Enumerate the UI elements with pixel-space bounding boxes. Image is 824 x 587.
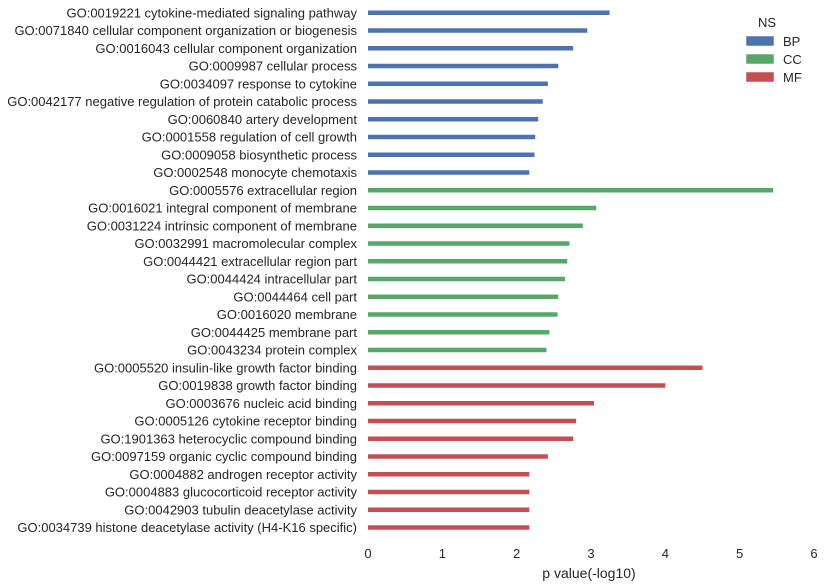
category-label: GO:0042177 negative regulation of protei…	[7, 94, 357, 109]
category-label: GO:0043234 protein complex	[187, 343, 357, 358]
bar-mf	[368, 418, 577, 424]
bar-bp	[368, 134, 536, 140]
category-label: GO:0009058 biosynthetic process	[161, 147, 357, 162]
bar-bp	[368, 170, 530, 175]
bar-cc	[368, 312, 558, 317]
x-tick-label: 3	[587, 546, 594, 561]
x-tick-label: 2	[513, 546, 520, 561]
bar-cc	[368, 276, 565, 282]
bar-cc	[368, 259, 568, 264]
bar-mf	[368, 365, 703, 370]
legend-label-mf: MF	[783, 70, 802, 85]
legend-label-bp: BP	[783, 34, 800, 49]
bar-mf	[368, 401, 594, 406]
bar-mf	[368, 489, 530, 495]
bar-cc	[368, 294, 559, 299]
bar-bp	[368, 117, 539, 122]
bar-cc	[368, 241, 570, 246]
bar-cc	[368, 330, 550, 335]
category-label: GO:0016021 integral component of membran…	[88, 201, 357, 216]
bar-bp	[368, 10, 610, 15]
category-label: GO:0044424 intracellular part	[186, 272, 357, 287]
legend: NS BP CC MF	[745, 15, 802, 85]
bar-cc	[368, 205, 597, 211]
bar-bp	[368, 63, 559, 69]
legend-label-cc: CC	[783, 52, 802, 67]
bar-mf	[368, 472, 530, 477]
bar-mf	[368, 436, 574, 441]
bar-mf	[368, 454, 548, 459]
x-tick-label: 5	[736, 546, 743, 561]
x-tick-label: 6	[810, 546, 817, 561]
category-label: GO:0097159 organic cyclic compound bindi…	[91, 449, 357, 464]
category-label: GO:0031224 intrinsic component of membra…	[87, 218, 357, 233]
bar-bp	[368, 81, 548, 86]
category-label: GO:0016020 membrane	[217, 307, 357, 322]
category-label: GO:1901363 heterocyclic compound binding	[100, 431, 357, 446]
category-label: GO:0004883 glucocorticoid receptor activ…	[105, 485, 358, 500]
category-label: GO:0003676 nucleic acid binding	[165, 396, 357, 411]
category-label: GO:0004882 androgen receptor activity	[129, 467, 357, 482]
category-label: GO:0060840 artery development	[168, 112, 358, 127]
category-label: GO:0032991 macromolecular complex	[134, 236, 357, 251]
category-label: GO:0001558 regulation of cell growth	[142, 130, 357, 145]
category-label: GO:0019838 growth factor binding	[158, 378, 357, 393]
bar-cc	[368, 347, 547, 353]
bar-mf	[368, 507, 530, 512]
bar-bp	[368, 46, 574, 51]
bar-bp	[368, 152, 535, 157]
bar-bp	[368, 28, 588, 33]
x-axis-ticks: 0 1 2 3 4 5 6	[364, 546, 817, 561]
bar-bp	[368, 99, 543, 104]
category-label: GO:0005126 cytokine receptor binding	[134, 414, 357, 429]
category-label: GO:0009987 cellular process	[189, 59, 358, 74]
x-tick-label: 1	[439, 546, 446, 561]
category-label: GO:0042903 tubulin deacetylase activity	[124, 502, 357, 517]
category-label: GO:0019221 cytokine-mediated signaling p…	[66, 5, 357, 20]
bars-layer	[368, 10, 774, 530]
legend-swatch-bp	[745, 35, 775, 47]
legend-swatch-cc	[745, 53, 775, 65]
category-label: GO:0044421 extracellular region part	[143, 254, 357, 269]
category-label: GO:0034097 response to cytokine	[160, 76, 357, 91]
bar-cc	[368, 188, 774, 193]
category-label: GO:0016043 cellular component organizati…	[95, 41, 357, 56]
bar-cc	[368, 223, 583, 228]
category-label: GO:0044464 cell part	[233, 289, 357, 304]
legend-swatch-mf	[745, 71, 775, 83]
legend-title: NS	[758, 15, 776, 30]
category-label: GO:0071840 cellular component organizati…	[14, 23, 357, 38]
bar-mf	[368, 525, 530, 530]
x-tick-label: 0	[364, 546, 371, 561]
category-label: GO:0002548 monocyte chemotaxis	[153, 165, 357, 180]
category-label: GO:0034739 histone deacetylase activity …	[17, 520, 357, 535]
category-label: GO:0005520 insulin-like growth factor bi…	[94, 360, 357, 375]
category-label: GO:0005576 extracellular region	[169, 183, 357, 198]
x-axis-title: p value(-log10)	[542, 565, 635, 581]
category-label: GO:0044425 membrane part	[191, 325, 358, 340]
category-labels: GO:0019221 cytokine-mediated signaling p…	[7, 5, 357, 535]
bar-mf	[368, 383, 666, 388]
x-tick-label: 4	[662, 546, 669, 561]
